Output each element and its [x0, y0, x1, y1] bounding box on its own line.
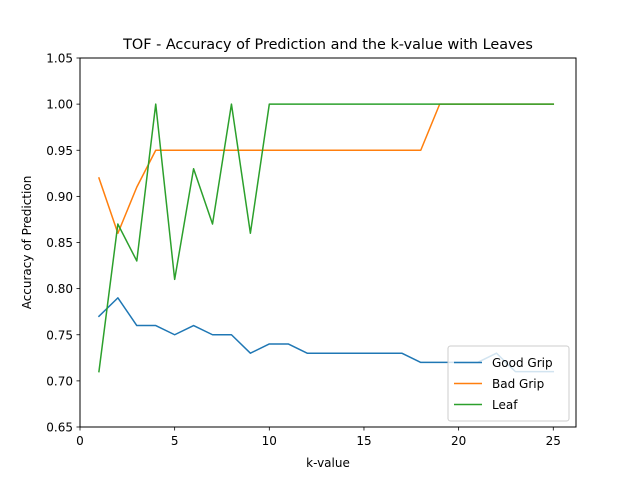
y-tick-label: 0.85 — [46, 236, 73, 250]
series-layer — [97, 103, 555, 373]
legend-label: Good Grip — [492, 356, 553, 370]
x-tick-label: 20 — [451, 434, 466, 448]
legend: Good Grip Bad Grip Leaf — [447, 345, 570, 422]
x-axis: 0 5 10 15 20 25 — [76, 427, 561, 448]
y-tick-label: 0.65 — [46, 421, 73, 435]
x-tick-label: 0 — [76, 434, 84, 448]
x-axis-label: k-value — [306, 456, 350, 470]
y-axis-label: Accuracy of Prediction — [20, 176, 34, 310]
y-tick-label: 0.80 — [46, 282, 73, 296]
x-tick-label: 5 — [171, 434, 179, 448]
y-tick-label: 1.05 — [46, 52, 73, 66]
y-tick-label: 1.00 — [46, 98, 73, 112]
y-tick-label: 0.70 — [46, 374, 73, 388]
series-line-leaf — [98, 103, 555, 373]
chart-title: TOF - Accuracy of Prediction and the k-v… — [122, 37, 533, 53]
y-tick-label: 0.95 — [46, 144, 73, 158]
x-tick-label: 10 — [262, 434, 277, 448]
x-tick-label: 15 — [356, 434, 371, 448]
legend-label: Leaf — [492, 398, 518, 412]
y-axis: 0.65 0.70 0.75 0.80 0.85 0.90 0.95 1.00 1.05 — [46, 52, 80, 435]
y-tick-label: 0.90 — [46, 190, 73, 204]
legend-box — [447, 345, 570, 422]
legend-label: Bad Grip — [492, 377, 544, 391]
y-tick-label: 0.75 — [46, 328, 73, 342]
x-tick-label: 25 — [546, 434, 561, 448]
